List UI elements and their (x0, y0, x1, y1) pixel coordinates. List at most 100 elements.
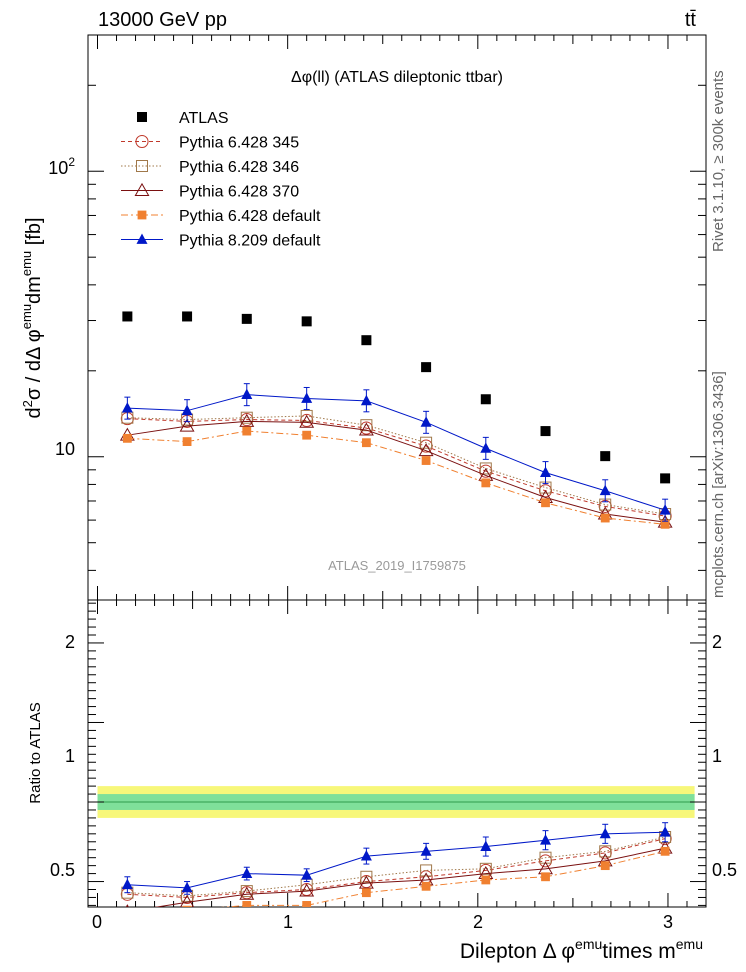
atlas-data-point (241, 313, 252, 324)
series-point (301, 392, 313, 403)
series-point (182, 437, 192, 446)
mcplots-label: mcplots.cern.ch [arXiv:1306.3436] (710, 371, 727, 598)
atlas-data-point (182, 311, 193, 322)
ratio-point (361, 888, 371, 898)
series-line (127, 415, 666, 515)
ratio-point (239, 886, 255, 900)
series-line (127, 430, 666, 525)
ratio-frame (87, 599, 707, 908)
series-point (538, 484, 553, 498)
series-point (300, 413, 314, 428)
series-point (242, 426, 252, 436)
legend-label: Pythia 6.428 default (179, 208, 321, 225)
ratio-point (599, 827, 611, 839)
y-tick-label-100: 102 (48, 155, 75, 178)
series-line (127, 420, 666, 523)
ratio-point (182, 905, 192, 907)
series-point (239, 413, 255, 427)
atlas-data-point (122, 311, 133, 322)
series-point (418, 443, 434, 457)
ratio-point (479, 862, 492, 875)
series-point (480, 442, 492, 453)
ratio-tick-label-0-5: 0.5 (50, 860, 75, 880)
ratio-point (481, 875, 491, 885)
series-point (360, 394, 372, 406)
ratio-point (299, 883, 315, 897)
ratio-point (358, 875, 374, 889)
ratio-point (241, 867, 253, 878)
data-layer (122, 311, 671, 484)
series-point (659, 504, 671, 515)
main-panel: Δφ(ll) (ATLAS dileptonic ttbar) ATLAS_20… (19, 34, 707, 601)
series-point (600, 513, 610, 523)
ratio-band (97, 786, 695, 818)
series-point (121, 402, 133, 413)
ratio-line (127, 838, 666, 898)
ratio-panel: 2 1 0.5 2 1 0.5 0 1 2 3 Ratio to ATLAS D… (27, 599, 737, 963)
ratio-point (480, 840, 492, 851)
ratio-point (598, 846, 612, 860)
ratio-point (599, 845, 612, 858)
ratio-y-label: Ratio to ATLAS (27, 702, 44, 803)
ratio-point (302, 901, 312, 907)
ratio-point (181, 881, 193, 893)
ratio-x-ticks (97, 600, 707, 907)
ratio-line (127, 831, 666, 889)
legend-marker (137, 210, 147, 220)
ratio-line (127, 836, 666, 897)
y-tick-label-10: 10 (55, 439, 75, 459)
x-tick-label-3: 3 (663, 912, 673, 932)
series-point (419, 439, 433, 453)
main-y-ticks (88, 34, 706, 571)
series-point (241, 388, 253, 400)
ratio-line (220, 850, 666, 907)
series-point (420, 436, 433, 449)
series-point (481, 478, 491, 488)
legend-marker (134, 182, 150, 196)
ratio-tick-label-1: 1 (65, 746, 75, 766)
ratio-point (660, 846, 670, 856)
legend-label: Pythia 6.428 346 (179, 159, 299, 176)
atlas-data-point (480, 394, 491, 405)
series-point (359, 421, 373, 435)
series-point (240, 412, 254, 427)
series-point (420, 416, 432, 427)
x-axis-label: Dilepton Δ φemutimes memu (460, 936, 703, 963)
series-point (358, 422, 374, 436)
x-tick-label-1: 1 (283, 912, 293, 932)
legend-label: Pythia 8.209 default (179, 233, 321, 250)
legend-label: Pythia 6.428 345 (179, 135, 299, 152)
atlas-data-point (361, 335, 372, 346)
legend-label: ATLAS (179, 110, 229, 127)
series-point (240, 411, 253, 424)
ratio-point (121, 878, 133, 890)
series-point (421, 456, 431, 465)
series-point (660, 519, 670, 529)
ratio-tick-label-2-right: 2 (712, 632, 722, 652)
atlas-data-point (540, 426, 551, 437)
legend-marker (136, 233, 148, 244)
ratio-point (420, 845, 432, 856)
x-tick-label-0: 0 (92, 912, 102, 932)
ratio-point (659, 826, 671, 837)
ratio-point (541, 872, 550, 882)
legend: ATLAS Pythia 6.428 345 Pythia 6.428 346 Pyt… (121, 110, 321, 250)
ratio-point (540, 834, 552, 845)
x-tick-label-2: 2 (473, 912, 483, 932)
chart-title: Δφ(ll) (ATLAS dileptonic ttbar) (291, 69, 503, 86)
rivet-label: Rivet 3.1.10, ≥ 300k events (710, 70, 727, 252)
ratio-y-ticks (88, 602, 706, 906)
ratio-point (360, 870, 373, 883)
ratio-point (179, 894, 195, 907)
series-point (540, 466, 552, 478)
atlas-data-point (301, 316, 312, 327)
legend-marker (136, 160, 148, 172)
ratio-point (301, 869, 313, 880)
series-point (122, 433, 132, 443)
series-point (179, 418, 195, 432)
ratio-point (420, 864, 433, 877)
series-line (127, 418, 666, 517)
legend-label: Pythia 6.428 370 (179, 184, 299, 201)
process-label: tt̄ (685, 9, 697, 31)
